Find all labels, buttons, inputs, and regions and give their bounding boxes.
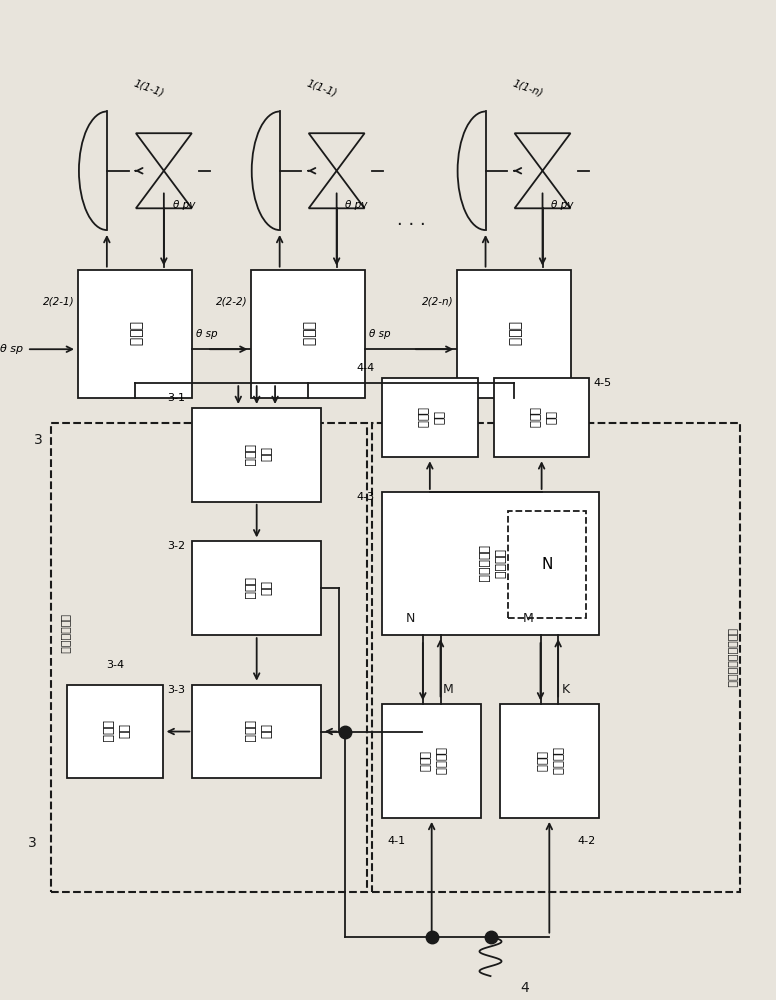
Text: 设备管理系统: 设备管理系统	[60, 614, 69, 654]
FancyBboxPatch shape	[78, 270, 192, 398]
Text: 1(1-1): 1(1-1)	[132, 78, 165, 99]
Text: θ pv: θ pv	[552, 200, 573, 210]
Text: θ pv: θ pv	[345, 200, 368, 210]
Text: 保养对象
确定处理部: 保养对象 确定处理部	[476, 545, 505, 582]
Text: 4-3: 4-3	[356, 492, 375, 502]
Text: 保养对象阀选择装置: 保养对象阀选择装置	[726, 628, 736, 687]
FancyBboxPatch shape	[192, 541, 321, 635]
Text: 2(2-1): 2(2-1)	[43, 297, 74, 307]
Text: 信息
提示部: 信息 提示部	[101, 720, 130, 743]
FancyBboxPatch shape	[382, 492, 599, 635]
FancyBboxPatch shape	[68, 685, 163, 778]
Text: 信息
处理部: 信息 处理部	[242, 720, 271, 743]
FancyBboxPatch shape	[382, 378, 478, 457]
Text: M: M	[443, 683, 453, 696]
Text: θ sp: θ sp	[0, 344, 23, 354]
Text: . . .: . . .	[397, 211, 425, 229]
FancyBboxPatch shape	[500, 704, 599, 818]
Text: 定位器: 定位器	[128, 321, 142, 346]
Text: 4-1: 4-1	[388, 836, 406, 846]
Text: 4: 4	[520, 981, 528, 995]
FancyBboxPatch shape	[382, 704, 481, 818]
Text: θ sp: θ sp	[369, 329, 390, 339]
Text: 定位器: 定位器	[507, 321, 521, 346]
Text: M: M	[522, 612, 533, 625]
FancyBboxPatch shape	[508, 511, 586, 618]
Text: N: N	[406, 612, 415, 625]
Text: θ pv: θ pv	[173, 200, 195, 210]
Text: 2(2-2): 2(2-2)	[216, 297, 248, 307]
Text: 1(1-n): 1(1-n)	[511, 78, 544, 99]
Text: 4-2: 4-2	[577, 836, 595, 846]
Text: 4-5: 4-5	[593, 378, 611, 388]
Text: 定位器: 定位器	[301, 321, 315, 346]
Text: θ sp: θ sp	[196, 329, 217, 339]
Text: 3-1: 3-1	[167, 393, 185, 403]
Text: 4-4: 4-4	[356, 363, 375, 373]
Text: N: N	[541, 557, 553, 572]
Text: 简易判别
执行部: 简易判别 执行部	[417, 747, 446, 775]
Text: 3-4: 3-4	[106, 660, 124, 670]
FancyBboxPatch shape	[494, 378, 590, 457]
Text: 结果
提示部: 结果 提示部	[415, 407, 445, 428]
Text: 信息
提示部: 信息 提示部	[527, 407, 556, 428]
Text: 3: 3	[29, 836, 37, 850]
FancyBboxPatch shape	[251, 270, 365, 398]
Text: 2(2-n): 2(2-n)	[421, 297, 453, 307]
Text: K: K	[562, 683, 570, 696]
Text: 3-3: 3-3	[167, 685, 185, 695]
Text: 1(1-1): 1(1-1)	[305, 78, 338, 99]
FancyBboxPatch shape	[192, 685, 321, 778]
Text: 精密判别
执行部: 精密判别 执行部	[535, 747, 564, 775]
FancyBboxPatch shape	[457, 270, 571, 398]
Text: 数据
收集部: 数据 收集部	[242, 444, 271, 466]
Text: 数据
存储部: 数据 存储部	[242, 577, 271, 600]
FancyBboxPatch shape	[192, 408, 321, 502]
Text: 3-2: 3-2	[167, 541, 185, 551]
Text: 3: 3	[33, 433, 43, 447]
